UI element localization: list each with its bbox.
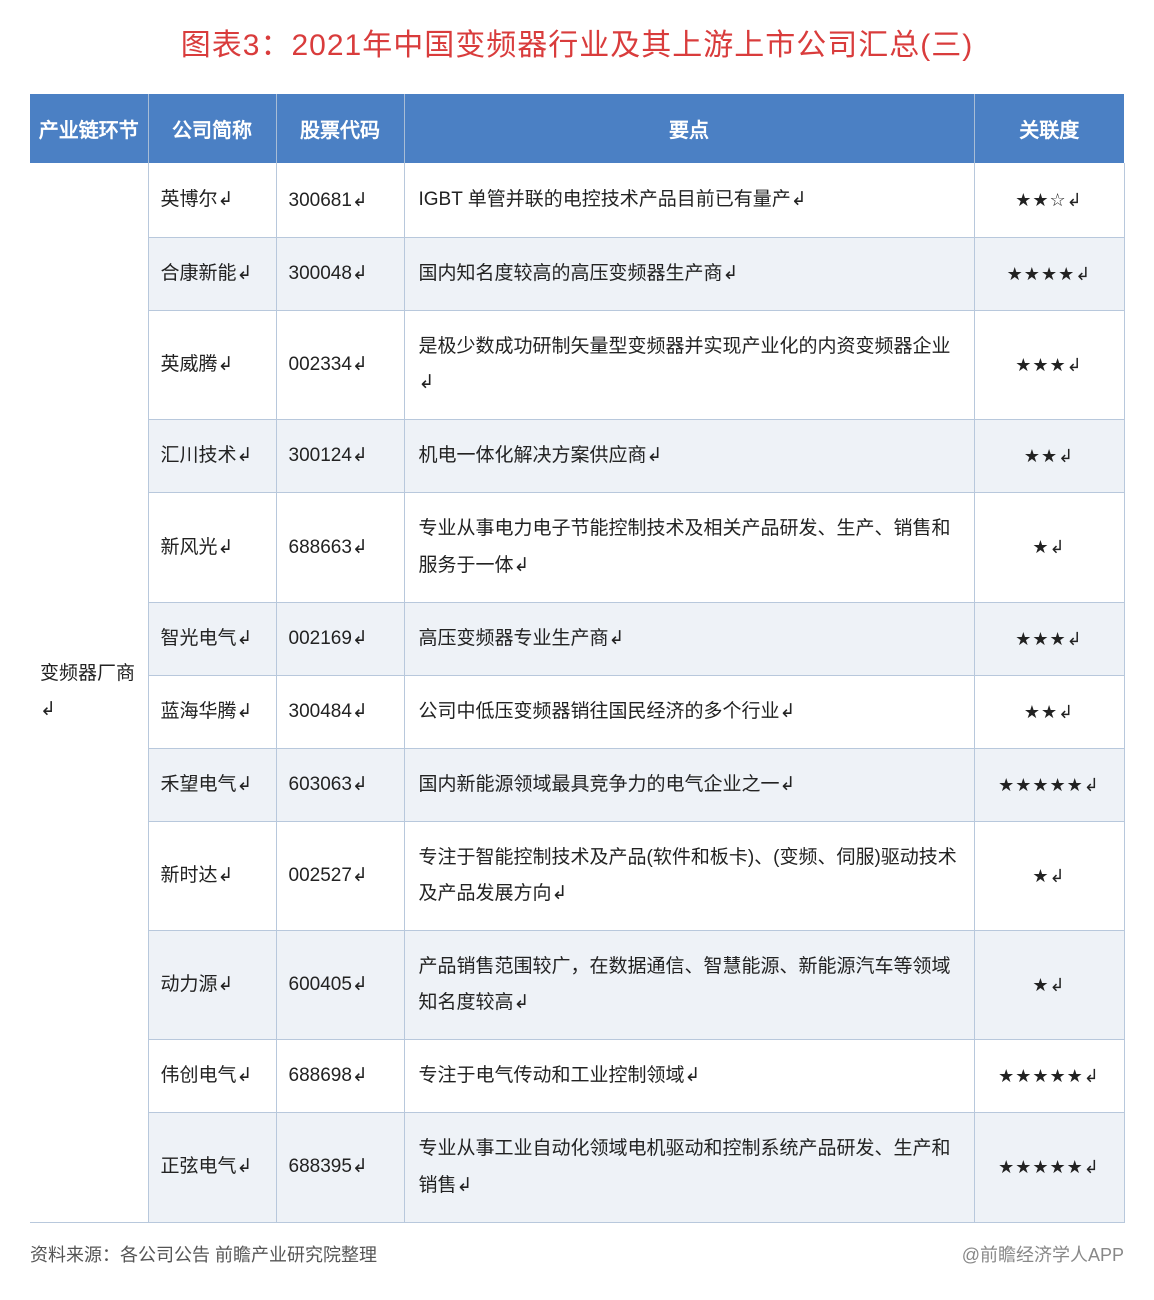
company-cell: 英威腾↲: [148, 311, 276, 420]
table-row: 新风光↲688663↲专业从事电力电子节能控制技术及相关产品研发、生产、销售和服…: [30, 493, 1124, 602]
desc-cell: 专注于电气传动和工业控制领域↲: [404, 1040, 974, 1113]
code-cell: 002334↲: [276, 311, 404, 420]
code-cell: 600405↲: [276, 931, 404, 1040]
table-row: 智光电气↲002169↲高压变频器专业生产商↲★★★↲: [30, 602, 1124, 675]
code-cell: 603063↲: [276, 748, 404, 821]
category-cell: 变频器厂商↲: [30, 163, 148, 1222]
code-cell: 688663↲: [276, 493, 404, 602]
attribution-text: @前瞻经济学人APP: [962, 1241, 1124, 1267]
table-header-row: 产业链环节 公司简称 股票代码 要点 关联度: [30, 94, 1124, 163]
desc-cell: 专业从事工业自动化领域电机驱动和控制系统产品研发、生产和销售↲: [404, 1113, 974, 1222]
code-cell: 300681↲: [276, 163, 404, 238]
table-row: 动力源↲600405↲产品销售范围较广，在数据通信、智慧能源、新能源汽车等领域知…: [30, 931, 1124, 1040]
company-cell: 新时达↲: [148, 821, 276, 930]
company-cell: 智光电气↲: [148, 602, 276, 675]
desc-cell: IGBT 单管并联的电控技术产品目前已有量产↲: [404, 163, 974, 238]
company-cell: 禾望电气↲: [148, 748, 276, 821]
stars-cell: ★★★↲: [974, 602, 1124, 675]
code-cell: 002169↲: [276, 602, 404, 675]
company-table: 产业链环节 公司简称 股票代码 要点 关联度 变频器厂商↲英博尔↲300681↲…: [30, 94, 1125, 1223]
desc-cell: 国内新能源领域最具竞争力的电气企业之一↲: [404, 748, 974, 821]
stars-cell: ★★★★↲: [974, 238, 1124, 311]
table-row: 蓝海华腾↲300484↲公司中低压变频器销往国民经济的多个行业↲★★↲: [30, 675, 1124, 748]
stars-cell: ★★★★★↲: [974, 1040, 1124, 1113]
desc-cell: 产品销售范围较广，在数据通信、智慧能源、新能源汽车等领域知名度较高↲: [404, 931, 974, 1040]
desc-cell: 高压变频器专业生产商↲: [404, 602, 974, 675]
col-header-category: 产业链环节: [30, 94, 148, 163]
code-cell: 300484↲: [276, 675, 404, 748]
stars-cell: ★↲: [974, 931, 1124, 1040]
code-cell: 688698↲: [276, 1040, 404, 1113]
table-row: 新时达↲002527↲专注于智能控制技术及产品(软件和板卡)、(变频、伺服)驱动…: [30, 821, 1124, 930]
table-row: 伟创电气↲688698↲专注于电气传动和工业控制领域↲★★★★★↲: [30, 1040, 1124, 1113]
col-header-desc: 要点: [404, 94, 974, 163]
code-cell: 300124↲: [276, 420, 404, 493]
code-cell: 688395↲: [276, 1113, 404, 1222]
col-header-stars: 关联度: [974, 94, 1124, 163]
stars-cell: ★★★↲: [974, 311, 1124, 420]
company-cell: 蓝海华腾↲: [148, 675, 276, 748]
desc-cell: 公司中低压变频器销往国民经济的多个行业↲: [404, 675, 974, 748]
company-cell: 伟创电气↲: [148, 1040, 276, 1113]
desc-cell: 机电一体化解决方案供应商↲: [404, 420, 974, 493]
desc-cell: 国内知名度较高的高压变频器生产商↲: [404, 238, 974, 311]
col-header-company: 公司简称: [148, 94, 276, 163]
source-text: 资料来源：各公司公告 前瞻产业研究院整理: [30, 1241, 377, 1267]
company-cell: 汇川技术↲: [148, 420, 276, 493]
stars-cell: ★★↲: [974, 420, 1124, 493]
stars-cell: ★↲: [974, 493, 1124, 602]
company-cell: 合康新能↲: [148, 238, 276, 311]
table-row: 变频器厂商↲英博尔↲300681↲IGBT 单管并联的电控技术产品目前已有量产↲…: [30, 163, 1124, 238]
chart-title: 图表3：2021年中国变频器行业及其上游上市公司汇总(三): [30, 20, 1124, 64]
stars-cell: ★★☆↲: [974, 163, 1124, 238]
desc-cell: 专业从事电力电子节能控制技术及相关产品研发、生产、销售和服务于一体↲: [404, 493, 974, 602]
table-row: 汇川技术↲300124↲机电一体化解决方案供应商↲★★↲: [30, 420, 1124, 493]
company-cell: 英博尔↲: [148, 163, 276, 238]
company-cell: 动力源↲: [148, 931, 276, 1040]
col-header-code: 股票代码: [276, 94, 404, 163]
company-cell: 正弦电气↲: [148, 1113, 276, 1222]
table-row: 禾望电气↲603063↲国内新能源领域最具竞争力的电气企业之一↲★★★★★↲: [30, 748, 1124, 821]
stars-cell: ★↲: [974, 821, 1124, 930]
table-row: 合康新能↲300048↲国内知名度较高的高压变频器生产商↲★★★★↲: [30, 238, 1124, 311]
desc-cell: 专注于智能控制技术及产品(软件和板卡)、(变频、伺服)驱动技术及产品发展方向↲: [404, 821, 974, 930]
stars-cell: ★★↲: [974, 675, 1124, 748]
desc-cell: 是极少数成功研制矢量型变频器并实现产业化的内资变频器企业↲: [404, 311, 974, 420]
table-row: 英威腾↲002334↲是极少数成功研制矢量型变频器并实现产业化的内资变频器企业↲…: [30, 311, 1124, 420]
company-cell: 新风光↲: [148, 493, 276, 602]
table-row: 正弦电气↲688395↲专业从事工业自动化领域电机驱动和控制系统产品研发、生产和…: [30, 1113, 1124, 1222]
code-cell: 300048↲: [276, 238, 404, 311]
code-cell: 002527↲: [276, 821, 404, 930]
stars-cell: ★★★★★↲: [974, 748, 1124, 821]
stars-cell: ★★★★★↲: [974, 1113, 1124, 1222]
footer: 资料来源：各公司公告 前瞻产业研究院整理 @前瞻经济学人APP: [30, 1241, 1124, 1267]
